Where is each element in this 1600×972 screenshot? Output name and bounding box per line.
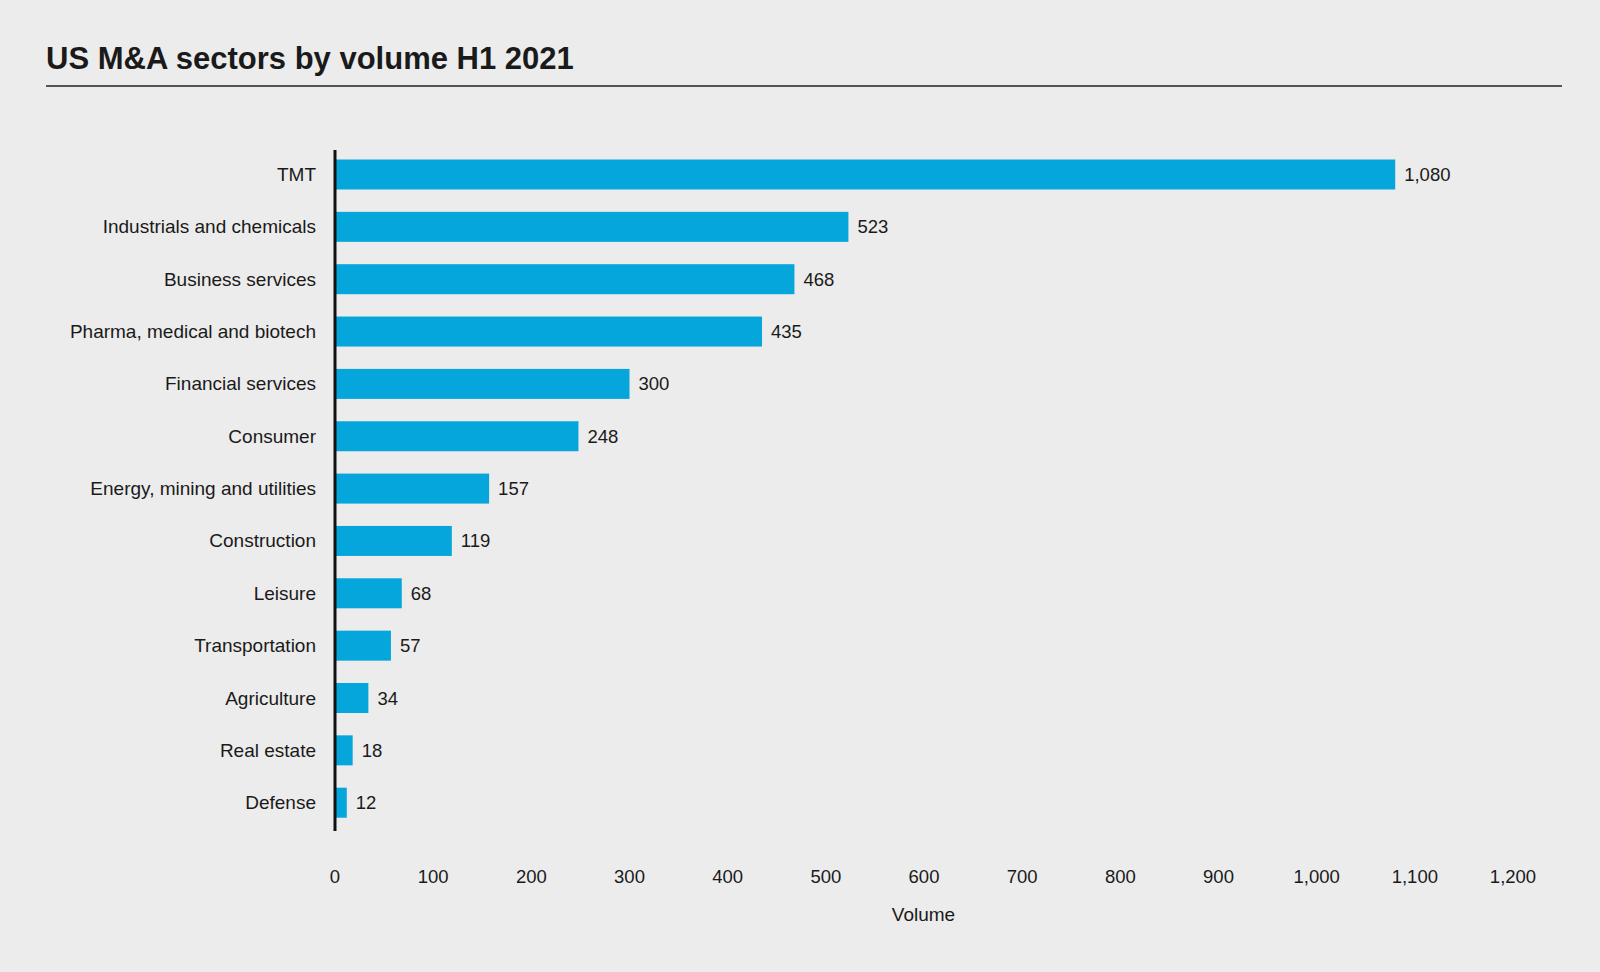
x-axis-label: Volume — [892, 904, 955, 925]
data-label: 523 — [857, 216, 888, 237]
bar — [335, 212, 848, 242]
tick-label: 200 — [516, 866, 547, 887]
tick-label: 400 — [712, 866, 743, 887]
chart: US M&A sectors by volume H1 2021 TMT 1,080… — [0, 0, 1600, 972]
bar — [335, 264, 794, 294]
data-label: 57 — [400, 635, 421, 656]
data-label: 18 — [362, 740, 383, 761]
data-label: 1,080 — [1404, 164, 1450, 185]
category-label: Leisure — [254, 583, 316, 604]
tick-label: 500 — [810, 866, 841, 887]
bars — [335, 160, 1395, 818]
category-label: Agriculture — [225, 688, 316, 709]
tick-label: 800 — [1105, 866, 1136, 887]
data-label: 248 — [587, 426, 618, 447]
data-label: 119 — [461, 530, 491, 551]
category-label: TMT — [277, 164, 316, 185]
bar — [335, 735, 353, 765]
category-label: Transportation — [194, 635, 316, 656]
tick-label: 600 — [909, 866, 940, 887]
tick-label: 1,200 — [1490, 866, 1536, 887]
bar — [335, 369, 630, 399]
tick-label: 300 — [614, 866, 645, 887]
title-rule — [46, 85, 1562, 86]
tick-label: 1,000 — [1294, 866, 1340, 887]
data-label: 435 — [771, 321, 802, 342]
y-axis-line — [334, 150, 337, 831]
category-label: Financial services — [165, 373, 316, 394]
category-label: Consumer — [228, 426, 316, 447]
data-label: 157 — [498, 478, 529, 499]
bar — [335, 474, 489, 504]
data-label: 468 — [803, 269, 834, 290]
category-label: Industrials and chemicals — [103, 216, 316, 237]
bar — [335, 526, 452, 556]
category-label: Business services — [164, 269, 316, 290]
category-label: Construction — [209, 530, 316, 551]
tick-label: 900 — [1203, 866, 1234, 887]
data-label: 12 — [356, 792, 377, 813]
bar — [335, 160, 1395, 190]
bar — [335, 683, 368, 713]
tick-label: 100 — [418, 866, 449, 887]
bar — [335, 788, 347, 818]
title: US M&A sectors by volume H1 2021 — [46, 41, 574, 76]
tick-label: 1,100 — [1392, 866, 1438, 887]
bar — [335, 631, 391, 661]
data-label: 300 — [639, 373, 670, 394]
bar — [335, 421, 578, 451]
bar — [335, 578, 402, 608]
data-label: 34 — [377, 688, 398, 709]
x-ticks: 0 100 200 300 400 500 600 700 800 900 1,000 1,100 1,… — [330, 831, 1536, 887]
tick-label: 700 — [1007, 866, 1038, 887]
labels: TMT 1,080 Industrials and chemicals 523 Busi… — [70, 164, 1451, 813]
category-label: Energy, mining and utilities — [90, 478, 316, 499]
category-label: Real estate — [220, 740, 316, 761]
data-label: 68 — [411, 583, 432, 604]
bar — [335, 317, 762, 347]
category-label: Defense — [245, 792, 316, 813]
tick-label: 0 — [330, 866, 340, 887]
category-label: Pharma, medical and biotech — [70, 321, 316, 342]
